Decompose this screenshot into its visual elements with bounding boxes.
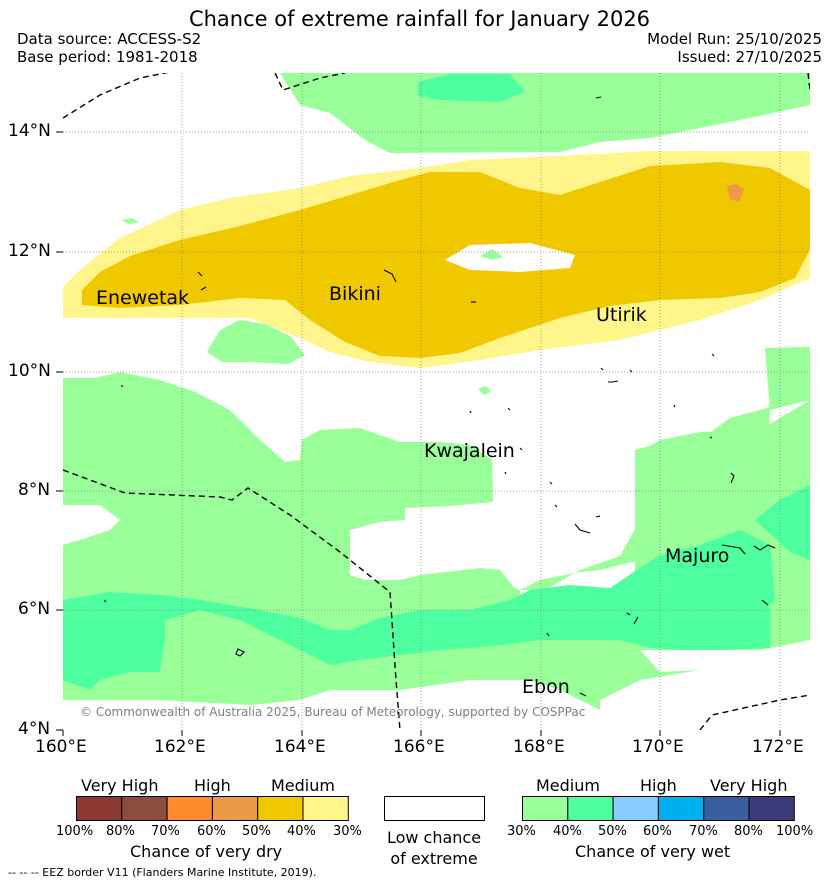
- lon-label-168e: 168°E: [513, 737, 565, 757]
- header-right-meta: Model Run: 25/10/2025 Issued: 27/10/2025: [647, 30, 822, 66]
- copyright-text: © Commonwealth of Australia 2025, Bureau…: [80, 705, 586, 719]
- dry-colorbar: [76, 796, 349, 821]
- wet-swatch-80-100: [748, 796, 795, 821]
- dry-tick-30: 30%: [333, 824, 362, 839]
- axis-ticks: [56, 131, 781, 736]
- place-kwajalein: Kwajalein: [424, 440, 515, 462]
- lon-label-166e: 166°E: [393, 737, 445, 757]
- lat-label-12n: 12°N: [8, 241, 51, 261]
- wet-tick-30: 30%: [507, 824, 536, 839]
- dry-header-high: High: [194, 776, 231, 795]
- wet-swatch-60-70: [657, 796, 705, 821]
- place-ebon: Ebon: [522, 676, 570, 698]
- low-chance-line2: of extreme: [390, 849, 478, 868]
- place-bikini: Bikini: [329, 283, 381, 305]
- low-chance-patch-south: [63, 680, 620, 730]
- place-enewetak: Enewetak: [96, 287, 190, 309]
- wet-header-high: High: [640, 776, 677, 795]
- lat-label-8n: 8°N: [18, 480, 51, 500]
- low-chance-patch-se: [600, 660, 810, 730]
- dry-swatch-70-60: [166, 796, 213, 821]
- wet-swatch-70-80: [703, 796, 750, 821]
- lat-label-4n: 4°N: [18, 719, 51, 739]
- wet-legend-label: Chance of very wet: [575, 842, 731, 861]
- page-title: Chance of extreme rainfall for January 2…: [188, 7, 651, 31]
- dry-tick-100: 100%: [56, 824, 94, 839]
- lon-label-164e: 164°E: [274, 737, 326, 757]
- dry-tick-50: 50%: [242, 824, 271, 839]
- place-utirik: Utirik: [596, 304, 647, 326]
- islands: [103, 96, 776, 697]
- lat-label-10n: 10°N: [8, 361, 51, 381]
- wet-swatch-30-40: [522, 796, 569, 821]
- wet-tick-80: 80%: [734, 824, 763, 839]
- lat-label-6n: 6°N: [18, 599, 51, 619]
- wet-tick-70: 70%: [689, 824, 718, 839]
- dry-swatch-50-40: [257, 796, 304, 821]
- dry-swatch-80-70: [121, 796, 168, 821]
- base-period: Base period: 1981-2018: [17, 48, 198, 66]
- dry-swatch-60-50: [211, 796, 259, 821]
- wet-legend-headers: Medium High Very High: [522, 776, 796, 795]
- low-chance-swatch: [384, 796, 485, 821]
- dry-header-very-high: Very High: [81, 776, 159, 795]
- wet-high-region-south: [63, 545, 770, 690]
- low-chance-label: Low chance of extreme: [364, 827, 504, 869]
- lat-label-14n: 14°N: [8, 121, 51, 141]
- wet-medium-blob-west: [207, 320, 305, 364]
- header-left-meta: Data source: ACCESS-S2 Base period: 1981…: [17, 30, 201, 66]
- place-majuro: Majuro: [665, 545, 730, 567]
- dry-header-medium: Medium: [271, 776, 335, 795]
- low-chance-line1: Low chance: [386, 828, 482, 847]
- low-chance-hole-dry: [445, 243, 575, 272]
- wet-medium-region-north: [63, 73, 810, 153]
- low-chance-patch-central: [352, 522, 480, 580]
- dry-tick-70: 70%: [151, 824, 180, 839]
- wet-header-very-high: Very High: [710, 776, 788, 795]
- wet-tick-50: 50%: [598, 824, 627, 839]
- wet-medium-inset-south: [165, 610, 300, 705]
- wet-tick-60: 60%: [643, 824, 672, 839]
- dry-swatch-40-30: [302, 796, 349, 821]
- eez-footnote: -- -- -- EEZ border V11 (Flanders Marine…: [8, 866, 317, 879]
- dry-legend-headers: Very High High Medium: [76, 776, 348, 795]
- wet-high-patch-e: [700, 530, 775, 615]
- data-source: Data source: ACCESS-S2: [17, 30, 202, 48]
- wet-medium-region-east: [765, 347, 810, 410]
- lon-label-172e: 172°E: [752, 737, 804, 757]
- map-field: [63, 73, 810, 730]
- wet-swatch-50-60: [612, 796, 659, 821]
- wet-tick-40: 40%: [553, 824, 582, 839]
- wet-high-patch-se: [755, 485, 810, 560]
- wet-swatch-40-50: [567, 796, 614, 821]
- low-chance-patch-sw: [63, 505, 120, 545]
- model-run: Model Run: 25/10/2025: [647, 30, 822, 48]
- low-chance-patch-east-south: [640, 640, 810, 672]
- wet-colorbar: [522, 796, 795, 821]
- dry-tick-60: 60%: [197, 824, 226, 839]
- dry-high-spot: [727, 184, 744, 201]
- dry-legend-label: Chance of very dry: [130, 842, 283, 861]
- eez-borders: [63, 73, 810, 730]
- dry-tick-80: 80%: [106, 824, 135, 839]
- dry-tick-40: 40%: [287, 824, 316, 839]
- wet-spot-small-nw: [122, 218, 139, 224]
- wet-header-medium: Medium: [536, 776, 600, 795]
- lon-label-162e: 162°E: [154, 737, 206, 757]
- lon-label-160e: 160°E: [35, 737, 87, 757]
- wet-high-region-north: [418, 74, 525, 102]
- wet-tick-100: 100%: [776, 824, 814, 839]
- wet-spot-in-hole: [480, 249, 503, 260]
- issued-date: Issued: 27/10/2025: [677, 48, 822, 66]
- wet-spot-central: [478, 386, 491, 395]
- dry-swatch-100-80: [76, 796, 123, 821]
- lon-label-170e: 170°E: [632, 737, 684, 757]
